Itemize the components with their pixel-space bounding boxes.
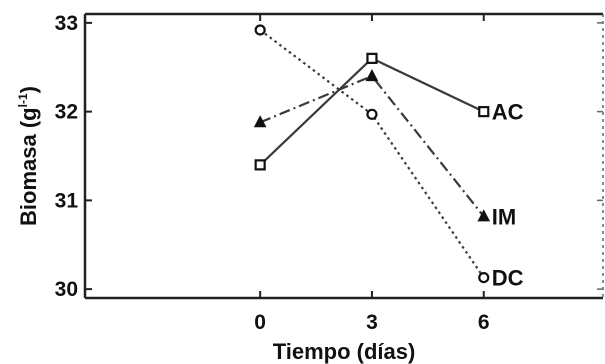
x-axis-ticks: 0 3 6 bbox=[254, 14, 490, 334]
data-point-dc bbox=[254, 24, 266, 36]
data-point-ac bbox=[366, 52, 378, 64]
series-label-dc: DC bbox=[492, 266, 524, 291]
y-tick-label: 31 bbox=[55, 189, 79, 212]
y-axis-title-main: Biomasa (g bbox=[16, 107, 41, 226]
series-label-im: IM bbox=[492, 204, 516, 229]
series-label-ac: AC bbox=[492, 100, 524, 125]
y-tick-label: 30 bbox=[55, 278, 78, 301]
x-tick-label: 0 bbox=[254, 311, 266, 334]
data-point-ac bbox=[254, 159, 266, 171]
data-point-im bbox=[365, 69, 379, 82]
y-axis-title: Biomasa (gl-1) bbox=[16, 86, 41, 226]
series-ac: AC bbox=[254, 52, 524, 171]
data-point-dc bbox=[366, 108, 378, 120]
x-tick-label: 3 bbox=[366, 311, 378, 334]
y-axis-ticks: 30 31 32 33 bbox=[55, 12, 603, 301]
x-axis-title: Tiempo (días) bbox=[273, 339, 416, 364]
data-point-ac bbox=[478, 106, 490, 118]
y-axis-title-unit: l-1 bbox=[16, 93, 30, 107]
series-layer: AC IM DC bbox=[253, 24, 524, 291]
series-line-dc bbox=[259, 29, 485, 279]
y-tick-label: 32 bbox=[55, 101, 78, 124]
x-tick-label: 6 bbox=[478, 311, 490, 334]
y-axis-title-close: ) bbox=[16, 86, 41, 93]
y-tick-label: 33 bbox=[55, 12, 78, 35]
data-point-im bbox=[477, 209, 491, 222]
data-point-dc bbox=[478, 271, 490, 284]
series-im: IM bbox=[253, 69, 516, 229]
data-point-im bbox=[253, 115, 267, 128]
series-line-im bbox=[259, 74, 485, 217]
series-dc: DC bbox=[254, 24, 524, 291]
